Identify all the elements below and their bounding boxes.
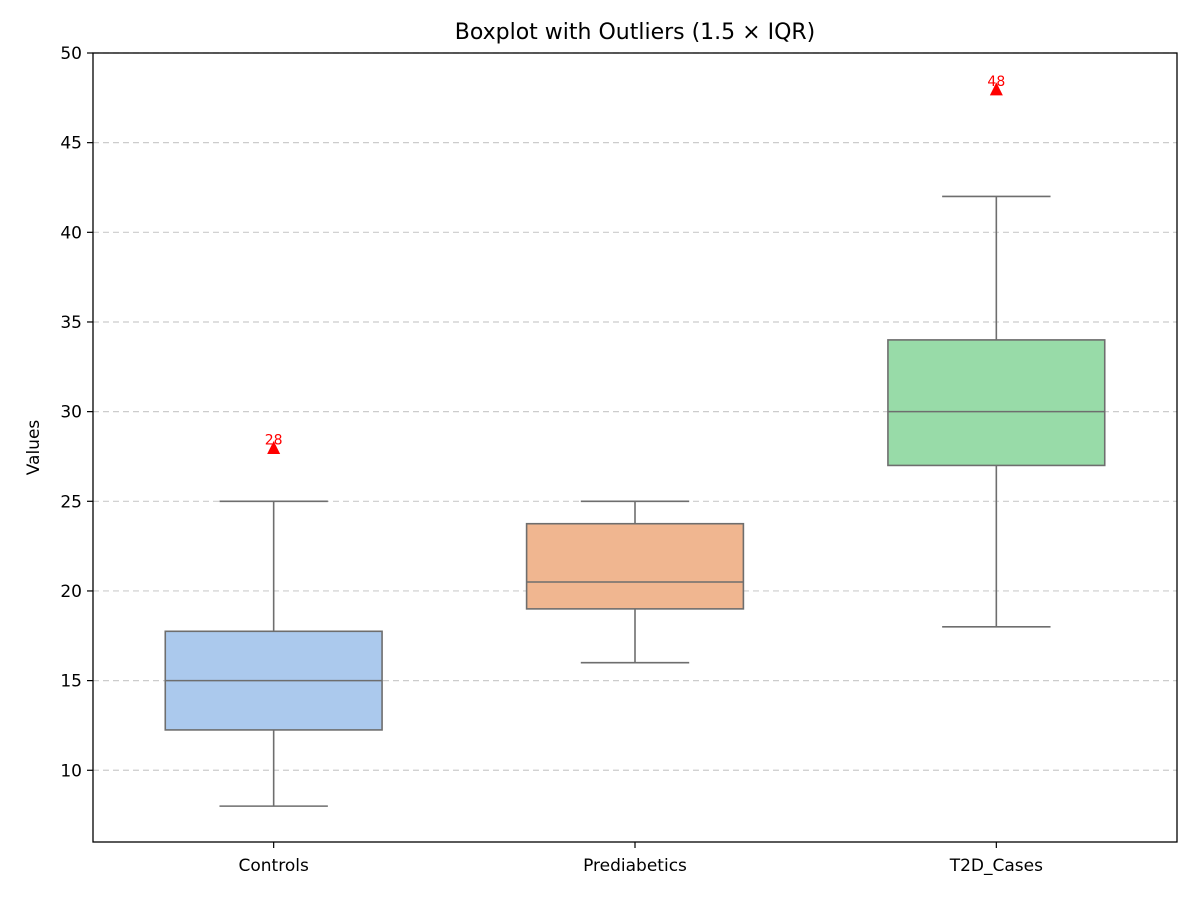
y-tick-label: 40 — [60, 223, 82, 243]
outlier-label: 48 — [987, 74, 1005, 90]
outlier-label: 28 — [265, 433, 283, 449]
iqr-box — [525, 522, 745, 610]
y-tick-label: 20 — [60, 582, 82, 602]
y-tick-label: 25 — [60, 492, 82, 512]
box-group: 48 — [887, 74, 1106, 628]
y-tick-label: 45 — [60, 134, 82, 154]
chart-title: Boxplot with Outliers (1.5 × IQR) — [455, 20, 816, 45]
y-tick-label: 30 — [60, 403, 82, 423]
x-tick-label: Controls — [239, 856, 309, 876]
y-tick-label: 50 — [60, 44, 82, 64]
box-group — [525, 500, 745, 664]
y-tick-label: 10 — [60, 761, 82, 781]
x-tick-label: Prediabetics — [583, 856, 687, 876]
x-tick-label: T2D_Cases — [949, 856, 1043, 876]
box-group: 28 — [164, 433, 383, 807]
y-tick-label: 35 — [60, 313, 82, 333]
y-axis-label: Values — [24, 420, 44, 476]
boxes-layer: 28 48 — [164, 74, 1106, 807]
outlier-marker — [989, 82, 1003, 96]
y-tick-label: 15 — [60, 672, 82, 692]
ticks-layer: 10 15 20 25 30 35 40 45 50 Controls Prediabetics T2… — [60, 44, 1043, 876]
outlier-marker — [267, 441, 281, 454]
iqr-box — [887, 339, 1106, 467]
